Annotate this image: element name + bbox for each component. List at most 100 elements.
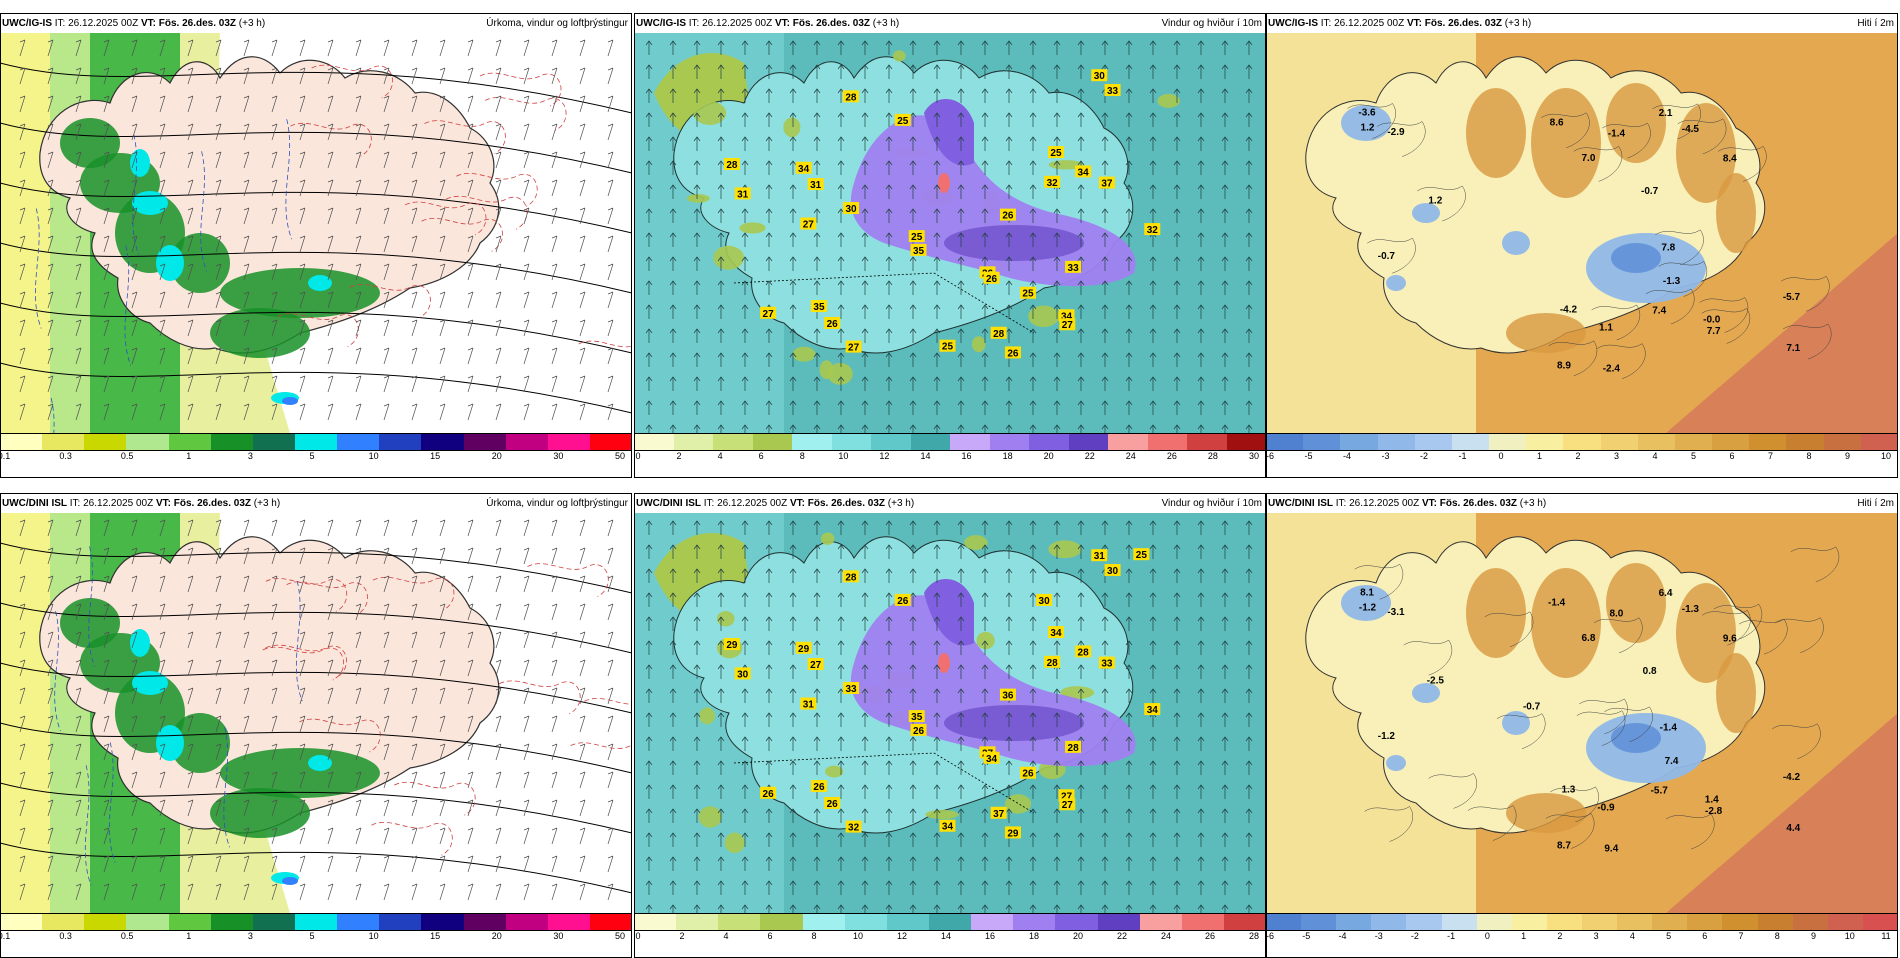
legend-swatch xyxy=(1749,434,1787,450)
gust-value-label: 29 xyxy=(726,640,738,651)
weather-map[interactable]: 7.0 7.7 -3.6 8.4 8.9 8.6 -2.4 2.1 1.2 -0.7 -0.0 -1.… xyxy=(1266,33,1898,433)
temperature-value-label: -0.0 xyxy=(1703,314,1721,325)
wind-value-box xyxy=(810,780,827,793)
legend-tick-label: 0.1 xyxy=(0,451,11,461)
legend-swatch xyxy=(718,914,761,930)
wind-value-box xyxy=(1144,223,1161,236)
model-name: UWC/IG-IS xyxy=(636,18,686,29)
legend-tick-label: 20 xyxy=(1072,931,1084,941)
wind-value-box xyxy=(734,667,751,680)
legend-swatch xyxy=(792,434,832,450)
vt-label: VT: xyxy=(155,498,171,509)
wind-value-box xyxy=(1059,798,1076,811)
weather-map[interactable]: 2928262928373433262626293527283130302833… xyxy=(634,513,1266,913)
legend-swatch xyxy=(673,434,713,450)
color-legend xyxy=(1266,433,1898,451)
gust-value-label: 32 xyxy=(848,823,860,834)
legend-tick-label: 6 xyxy=(758,451,764,461)
legend-tick-label: 0 xyxy=(1484,931,1490,941)
legend-tick-label: 1 xyxy=(186,451,192,461)
legend-swatch xyxy=(1181,914,1224,930)
panel-title: Úrkoma, vindur og loftþrýstingur xyxy=(486,18,628,29)
legend-tick-label: 18 xyxy=(1002,451,1013,461)
lead-time: (+3 h) xyxy=(872,18,900,29)
legend-tick-label: -4 xyxy=(1338,931,1347,941)
weather-map[interactable]: 2628353434283230352627282526323031333337… xyxy=(634,33,1266,433)
gust-value-label: 26 xyxy=(827,799,839,810)
weather-map[interactable]: 6.8 -2.8 8.1 9.6 8.7 -1.4 9.4 6.4 -2.5 -1.2 1.4 8.0… xyxy=(1266,513,1898,913)
temperature-value-label: 8.9 xyxy=(1557,361,1571,372)
gust-value-label: 32 xyxy=(1047,178,1059,189)
legend-swatch xyxy=(1862,914,1898,930)
temperature-value-label: -0.7 xyxy=(1641,186,1659,197)
weather-map[interactable] xyxy=(0,513,632,913)
legend-ticks: 0.1 0.3 0.5 1 3 5 10 15 20 30 50 xyxy=(0,930,632,944)
legend-swatch xyxy=(505,914,548,930)
legend-swatch xyxy=(1526,434,1564,450)
it-label: IT: xyxy=(54,18,66,29)
vt-value: Fös. 26.des. 03Z xyxy=(158,18,237,29)
legend-tick-label: 10 xyxy=(368,451,379,461)
vt-value: Fös. 26.des. 03Z xyxy=(792,18,871,29)
wind-value-box xyxy=(1133,548,1150,561)
vt-label: VT: xyxy=(1421,498,1437,509)
wind-value-box xyxy=(1104,564,1121,577)
legend-swatch xyxy=(886,914,929,930)
temperature-value-label: 7.7 xyxy=(1707,326,1721,337)
wind-value-box xyxy=(760,786,777,799)
temperature-value-label: -2.8 xyxy=(1705,806,1723,817)
legend-swatch xyxy=(0,914,43,930)
wind-value-box xyxy=(990,806,1007,819)
panel-run-info: UWC/DINI ISL IT: 26.12.2025 00Z VT: Fös.… xyxy=(1268,498,1546,509)
legend-swatch xyxy=(1637,434,1675,450)
legend-swatch xyxy=(589,434,633,450)
legend-swatch xyxy=(1546,914,1582,930)
panel-title: Hiti í 2m xyxy=(1857,498,1894,509)
it-value: 26.12.2025 00Z xyxy=(702,18,773,29)
legend-swatch xyxy=(0,434,43,450)
legend-swatch xyxy=(1226,434,1266,450)
legend-swatch xyxy=(1266,914,1302,930)
gust-value-label: 27 xyxy=(810,660,822,671)
legend-tick-label: 2 xyxy=(676,451,682,461)
lead-time: (+3 h) xyxy=(1504,18,1532,29)
legend-tick-label: 4 xyxy=(1629,931,1635,941)
wind-value-box xyxy=(1065,260,1082,273)
temperature-value-label: -2.5 xyxy=(1427,676,1445,687)
temperature-value-label: -5.7 xyxy=(1783,292,1801,303)
legend-swatch xyxy=(126,434,169,450)
legend-swatch xyxy=(1600,434,1638,450)
legend-swatch xyxy=(463,914,506,930)
map-canvas: 2628353434283230352627282526323031333337… xyxy=(634,33,1266,433)
legend-swatch xyxy=(928,914,972,930)
weather-map[interactable] xyxy=(0,33,632,433)
legend-swatch xyxy=(126,914,169,930)
it-value: 26.12.2025 00Z xyxy=(68,18,139,29)
legend-swatch xyxy=(1055,914,1098,930)
gust-value-label: 34 xyxy=(1061,311,1073,322)
legend-tick-label: 1 xyxy=(1521,931,1527,941)
legend-tick-label: 3 xyxy=(247,931,253,941)
panel-title: Hiti í 2m xyxy=(1857,18,1894,29)
panel-run-info: UWC/IG-IS IT: 26.12.2025 00Z VT: Fös. 26… xyxy=(1268,18,1531,29)
gust-value-label: 27 xyxy=(1061,791,1073,802)
panel-dini-precip: UWC/DINI ISL IT: 26.12.2025 00Z VT: Fös.… xyxy=(0,493,633,958)
map-canvas: 6.8 -2.8 8.1 9.6 8.7 -1.4 9.4 6.4 -2.5 -1.2 1.4 8.0… xyxy=(1266,513,1898,913)
gust-value-label: 27 xyxy=(1062,800,1074,811)
panel-run-info: UWC/DINI ISL IT: 26.12.2025 00Z VT: Fös.… xyxy=(2,498,280,509)
gust-value-label: 28 xyxy=(845,572,857,583)
temperature-value-label: -1.4 xyxy=(1548,597,1566,608)
gust-value-label: 31 xyxy=(803,700,815,711)
wind-value-box xyxy=(983,751,1000,764)
legend-tick-label: -6 xyxy=(1265,451,1275,461)
legend-swatch xyxy=(1786,434,1824,450)
temperature-value-label: -4.5 xyxy=(1682,124,1700,135)
temperature-value-label: -3.6 xyxy=(1358,107,1376,118)
wind-value-box xyxy=(807,658,824,671)
temperature-value-label: -3.1 xyxy=(1387,607,1405,618)
map-canvas xyxy=(0,513,632,913)
legend-swatch xyxy=(1013,914,1056,930)
legend-swatch xyxy=(752,434,792,450)
gust-value-label: 36 xyxy=(1002,691,1014,702)
panel-header: UWC/IG-IS IT: 26.12.2025 00Z VT: Fös. 26… xyxy=(634,13,1266,33)
